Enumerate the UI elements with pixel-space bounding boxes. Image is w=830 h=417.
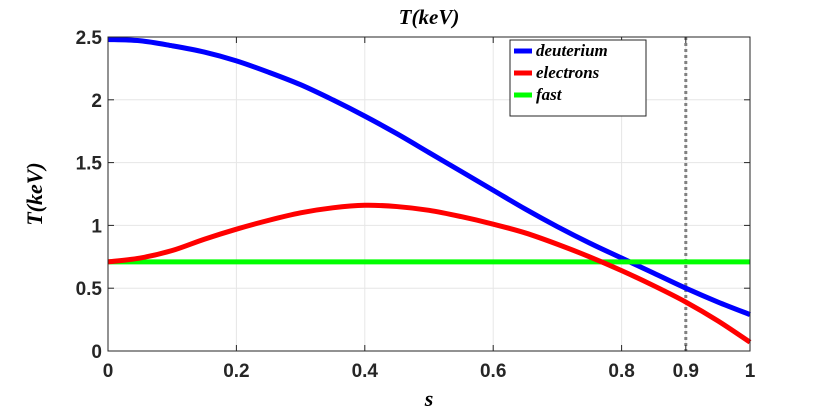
- x-axis-label: s: [424, 386, 434, 411]
- legend: deuterium electrons fast: [509, 39, 647, 117]
- y-axis-label: T(keV): [22, 162, 47, 226]
- series-line-electrons: [107, 202, 752, 345]
- y-tick-labels: 0 0.5 1 1.5 2 2.5: [76, 28, 103, 363]
- tick-marks: [107, 36, 751, 352]
- chart-title: T(keV): [399, 5, 460, 29]
- grid: [107, 36, 751, 352]
- y-tick-label: 0: [91, 342, 102, 363]
- legend-box: [509, 39, 647, 117]
- x-tick-label: 0.8: [608, 361, 634, 382]
- y-tick-label: 1: [91, 216, 102, 237]
- x-tick-label: 0.4: [352, 361, 379, 382]
- legend-label-fast: fast: [536, 85, 563, 104]
- series-layer: [107, 37, 752, 345]
- plot-frame: [107, 36, 751, 352]
- y-tick-label: 1.5: [76, 154, 103, 175]
- y-tick-label: 2.5: [76, 28, 103, 49]
- x-tick-labels: 0 0.2 0.4 0.6 0.8 0.9 1: [103, 361, 756, 382]
- legend-label-electrons: electrons: [536, 63, 600, 82]
- x-tick-label: 0: [103, 361, 114, 382]
- y-tick-label: 0.5: [76, 279, 103, 300]
- legend-label-deuterium: deuterium: [536, 41, 608, 60]
- x-tick-label: 0.9: [673, 361, 699, 382]
- y-tick-label: 2: [91, 91, 102, 112]
- x-tick-label: 1: [745, 361, 756, 382]
- series-line-deuterium: [107, 37, 751, 317]
- x-tick-label: 0.6: [480, 361, 506, 382]
- x-tick-label: 0.2: [223, 361, 249, 382]
